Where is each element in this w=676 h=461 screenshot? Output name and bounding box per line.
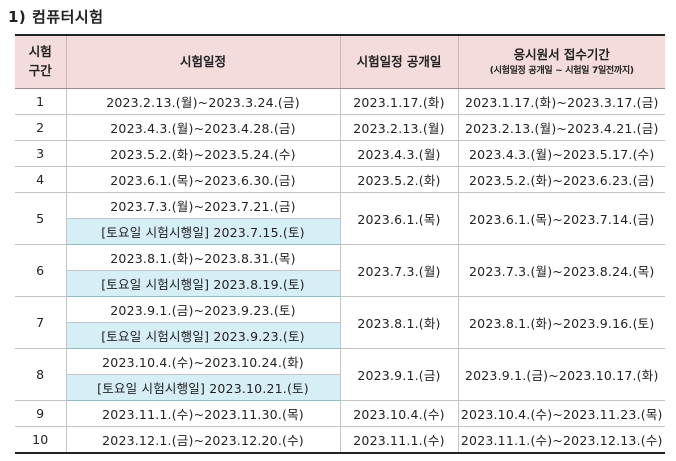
table-row: 5 2023.7.3.(월)~2023.7.21.(금) 2023.6.1.(목… [15, 192, 665, 245]
table-subrow: [토요일 시험시행일] 2023.7.15.(토) [15, 218, 665, 245]
header-section: 시험 구간 [15, 34, 67, 89]
apply-period-cell: 2023.2.13.(월)~2023.4.21.(금) [457, 114, 665, 141]
table-subrow: [토요일 시험시행일] 2023.9.23.(토) [15, 322, 665, 349]
apply-period-cell: 2023.5.2.(화)~2023.6.23.(금) [457, 166, 665, 193]
apply-period-cell: 2023.8.1.(화)~2023.9.16.(토) [457, 296, 665, 349]
section-cell: 9 [15, 400, 67, 427]
apply-period-cell: 2023.11.1.(수)~2023.12.13.(수) [457, 426, 665, 454]
open-date-cell: 2023.11.1.(수) [339, 426, 459, 454]
schedule-cell: 2023.11.1.(수)~2023.11.30.(목) [65, 400, 341, 427]
section-cell: 2 [15, 114, 67, 141]
apply-period-cell: 2023.10.4.(수)~2023.11.23.(목) [457, 400, 665, 427]
open-date-cell: 2023.7.3.(월) [339, 244, 459, 297]
header-section-line2: 구간 [28, 63, 52, 78]
open-date-cell: 2023.6.1.(목) [339, 192, 459, 245]
table-row: 6 2023.8.1.(화)~2023.8.31.(목) 2023.7.3.(월… [15, 244, 665, 297]
table-subrow: [토요일 시험시행일] 2023.10.21.(토) [15, 374, 665, 401]
open-date-cell: 2023.1.17.(화) [339, 88, 459, 115]
section-cell: 6 [15, 244, 67, 297]
open-date-cell: 2023.8.1.(화) [339, 296, 459, 349]
section-cell: 5 [15, 192, 67, 245]
exam-schedule-table: 시험 구간 시험일정 시험일정 공개일 응시원서 접수기간 (시험일정 공개일 … [15, 34, 665, 454]
table-row: 10 2023.12.1.(금)~2023.12.20.(수) 2023.11.… [15, 426, 665, 454]
header-section-line1: 시험 [28, 44, 52, 60]
section-cell: 3 [15, 140, 67, 167]
header-open-date: 시험일정 공개일 [339, 34, 459, 89]
table-row: 3 2023.5.2.(화)~2023.5.24.(수) 2023.4.3.(월… [15, 140, 665, 167]
table-row: 8 2023.10.4.(수)~2023.10.24.(화) 2023.9.1.… [15, 348, 665, 401]
table-header-row: 시험 구간 시험일정 시험일정 공개일 응시원서 접수기간 (시험일정 공개일 … [15, 34, 665, 89]
table-subrow: [토요일 시험시행일] 2023.8.19.(토) [15, 270, 665, 297]
section-cell: 8 [15, 348, 67, 401]
schedule-cell: 2023.6.1.(목)~2023.6.30.(금) [65, 166, 341, 193]
section-heading: 1) 컴퓨터시험 [8, 8, 104, 26]
schedule-cell: 2023.7.3.(월)~2023.7.21.(금) [65, 192, 341, 219]
saturday-exam-cell: [토요일 시험시행일] 2023.7.15.(토) [65, 218, 341, 245]
apply-period-cell: 2023.6.1.(목)~2023.7.14.(금) [457, 192, 665, 245]
header-apply-line2: (시험일정 공개일 ~ 시험일 7일전까지) [489, 65, 634, 76]
header-apply-line1: 응시원서 접수기간 [513, 46, 610, 62]
apply-period-cell: 2023.4.3.(월)~2023.5.17.(수) [457, 140, 665, 167]
saturday-exam-cell: [토요일 시험시행일] 2023.8.19.(토) [65, 270, 341, 297]
schedule-cell: 2023.2.13.(월)~2023.3.24.(금) [65, 88, 341, 115]
saturday-exam-cell: [토요일 시험시행일] 2023.9.23.(토) [65, 322, 341, 349]
open-date-cell: 2023.10.4.(수) [339, 400, 459, 427]
apply-period-cell: 2023.7.3.(월)~2023.8.24.(목) [457, 244, 665, 297]
schedule-cell: 2023.10.4.(수)~2023.10.24.(화) [65, 348, 341, 375]
schedule-cell: 2023.12.1.(금)~2023.12.20.(수) [65, 426, 341, 454]
apply-period-cell: 2023.9.1.(금)~2023.10.17.(화) [457, 348, 665, 401]
apply-period-cell: 2023.1.17.(화)~2023.3.17.(금) [457, 88, 665, 115]
open-date-cell: 2023.9.1.(금) [339, 348, 459, 401]
schedule-cell: 2023.5.2.(화)~2023.5.24.(수) [65, 140, 341, 167]
open-date-cell: 2023.4.3.(월) [339, 140, 459, 167]
section-cell: 10 [15, 426, 67, 454]
table-row: 1 2023.2.13.(월)~2023.3.24.(금) 2023.1.17.… [15, 88, 665, 115]
schedule-cell: 2023.8.1.(화)~2023.8.31.(목) [65, 244, 341, 271]
open-date-cell: 2023.5.2.(화) [339, 166, 459, 193]
table-row: 4 2023.6.1.(목)~2023.6.30.(금) 2023.5.2.(화… [15, 166, 665, 193]
saturday-exam-cell: [토요일 시험시행일] 2023.10.21.(토) [65, 374, 341, 401]
table-row: 9 2023.11.1.(수)~2023.11.30.(목) 2023.10.4… [15, 400, 665, 427]
header-schedule: 시험일정 [65, 34, 341, 89]
table-row: 7 2023.9.1.(금)~2023.9.23.(토) 2023.8.1.(화… [15, 296, 665, 349]
schedule-cell: 2023.4.3.(월)~2023.4.28.(금) [65, 114, 341, 141]
section-cell: 4 [15, 166, 67, 193]
section-cell: 7 [15, 296, 67, 349]
section-cell: 1 [15, 88, 67, 115]
open-date-cell: 2023.2.13.(월) [339, 114, 459, 141]
table-row: 2 2023.4.3.(월)~2023.4.28.(금) 2023.2.13.(… [15, 114, 665, 141]
header-apply-period: 응시원서 접수기간 (시험일정 공개일 ~ 시험일 7일전까지) [457, 34, 665, 89]
schedule-cell: 2023.9.1.(금)~2023.9.23.(토) [65, 296, 341, 323]
